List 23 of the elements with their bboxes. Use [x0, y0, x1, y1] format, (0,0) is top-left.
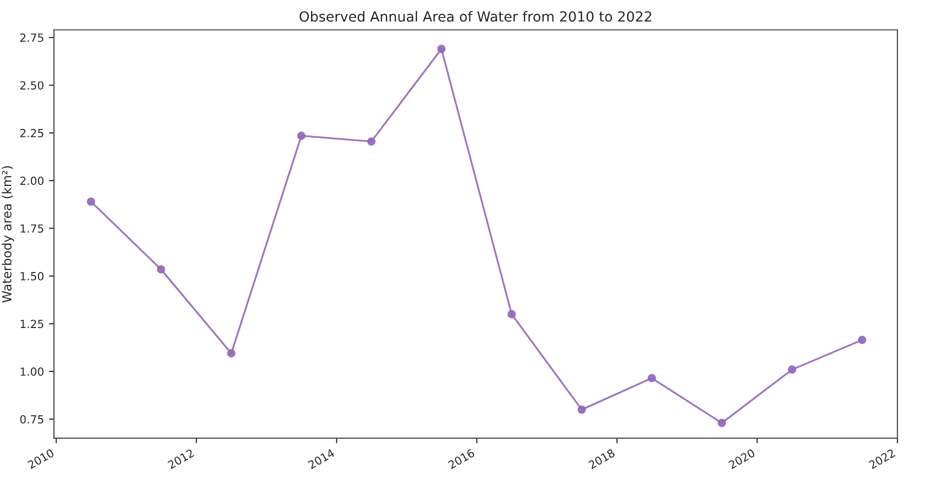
point [788, 365, 796, 374]
point [156, 265, 166, 274]
point [578, 405, 586, 414]
point [508, 310, 516, 318]
y-tick-label: 1.00 [20, 367, 44, 376]
y-tick-label: 1.50 [20, 272, 44, 280]
point [718, 418, 726, 428]
y-tick-label: 1.75 [20, 224, 44, 233]
y-tick-label: 0.75 [20, 415, 44, 424]
y-axis-title: Waterbody area (km²) [2, 166, 14, 303]
point [437, 44, 446, 54]
point [86, 197, 96, 206]
y-tick-label: 2.50 [20, 81, 44, 90]
point [297, 132, 306, 140]
y-tick-label: 2.25 [20, 128, 44, 138]
y-tick-label: 2.00 [20, 176, 44, 186]
y-tick-label: 1.25 [20, 320, 44, 328]
point [648, 374, 656, 382]
chart-title: Observed Annual Area of Water from 2010 to 2022 [300, 10, 652, 22]
y-tick-label: 2.75 [20, 33, 44, 42]
point [227, 349, 236, 358]
point [367, 137, 376, 146]
point [858, 336, 866, 344]
